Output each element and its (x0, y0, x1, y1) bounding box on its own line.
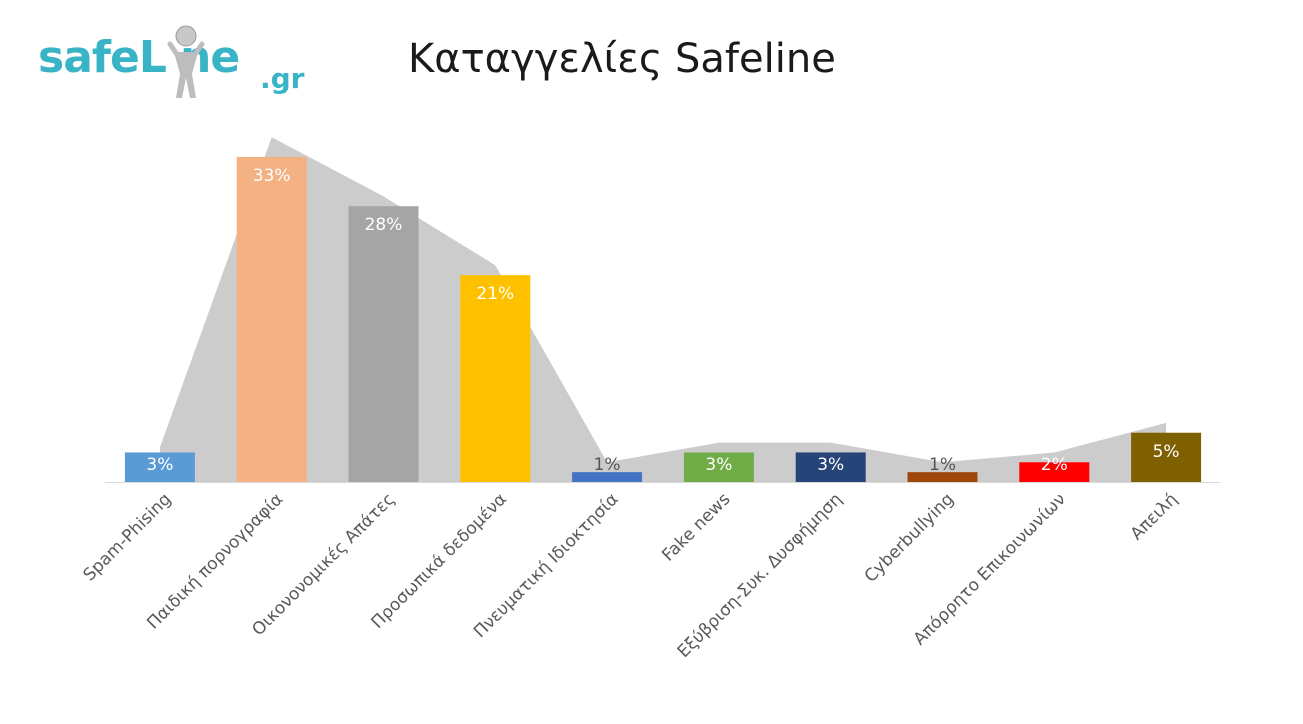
bar-10 (1131, 432, 1202, 482)
person-icon (167, 25, 205, 98)
bar-8 (907, 472, 978, 482)
bar-9 (1019, 462, 1090, 482)
data-label-4: 21% (476, 284, 514, 304)
category-label-10: Απειλή (1127, 489, 1182, 544)
bar-7 (795, 452, 866, 482)
data-label-5: 1% (594, 455, 621, 475)
category-label-1: Spam-Phising (80, 489, 176, 585)
data-label-6: 3% (705, 455, 732, 475)
bar-6 (683, 452, 754, 482)
bar-1 (124, 452, 195, 482)
category-label-6: Fake news (658, 489, 734, 565)
bar-layer (124, 156, 1202, 482)
data-label-3: 28% (365, 215, 403, 235)
data-label-9: 2% (1041, 455, 1068, 475)
data-label-8: 1% (929, 455, 956, 475)
logo-suffix: .gr (260, 62, 305, 95)
page-title: Καταγγελίες Safeline (408, 36, 836, 82)
bar-4 (460, 275, 531, 482)
data-label-1: 3% (146, 455, 173, 475)
safeline-logo: safeLine .gr (38, 22, 318, 102)
data-label-2: 33% (253, 166, 291, 186)
category-label-8: Cyberbullying (861, 489, 958, 586)
bar-3 (348, 206, 419, 482)
data-label-10: 5% (1153, 442, 1180, 462)
data-label-7: 3% (817, 455, 844, 475)
bar-2 (236, 156, 307, 482)
background-area-layer (159, 137, 1167, 482)
data-label-layer: 3% 33% 28% 21% 1% 3% 3% 1% 2% 5% (146, 166, 1179, 475)
background-area (159, 137, 1167, 482)
bar-5 (572, 472, 643, 482)
